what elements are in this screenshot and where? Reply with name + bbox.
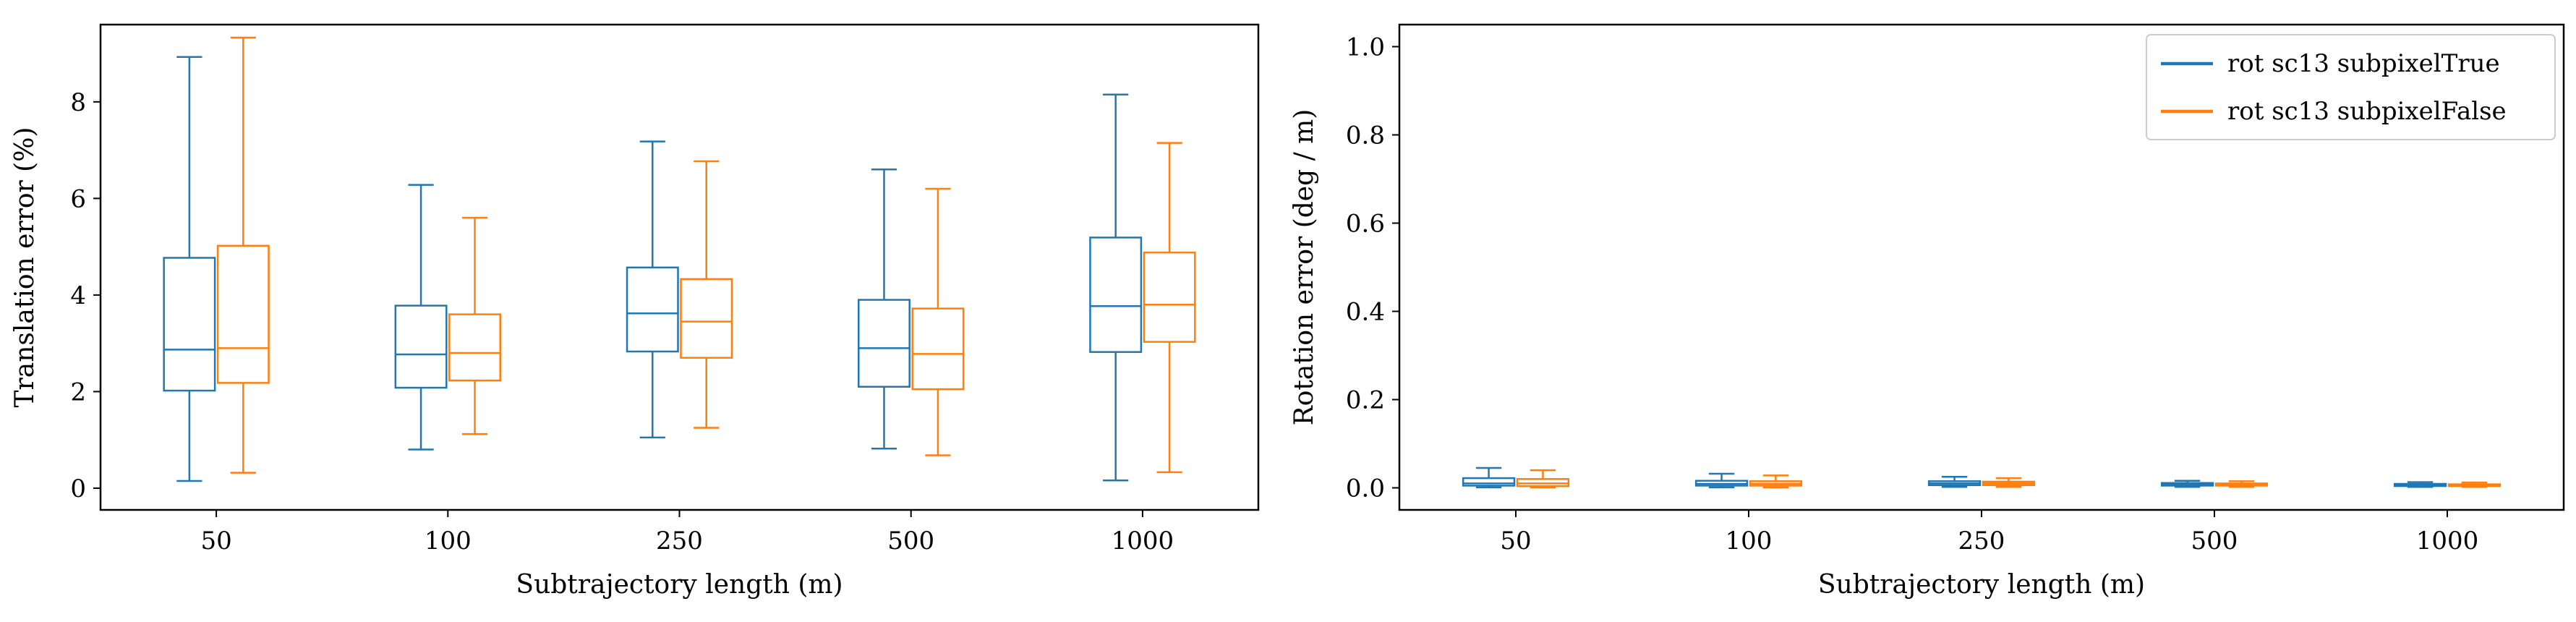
y-tick-label: 0 xyxy=(70,474,86,503)
x-tick-label: 1000 xyxy=(1112,527,1174,555)
box-iqr xyxy=(1462,477,1516,487)
y-tick-label: 0.8 xyxy=(1346,122,1385,150)
box-subpixel-true-50 xyxy=(1462,466,1516,489)
y-tick-label: 0.0 xyxy=(1346,474,1385,503)
box-iqr xyxy=(448,313,501,382)
box-subpixel-true-500 xyxy=(2160,480,2214,488)
box-subpixel-true-50 xyxy=(163,56,216,482)
box-iqr xyxy=(911,307,965,391)
x-tick-label: 500 xyxy=(2191,527,2238,555)
x-axis-label: Subtrajectory length (m) xyxy=(1818,570,2145,600)
box-subpixel-false-100 xyxy=(448,216,501,435)
legend-label: rot sc13 subpixelFalse xyxy=(2227,97,2507,126)
y-tick-label: 8 xyxy=(70,88,86,117)
box-subpixel-true-100 xyxy=(394,184,448,451)
x-axis-label: Subtrajectory length (m) xyxy=(516,570,843,600)
y-tick-label: 0.2 xyxy=(1346,386,1385,415)
y-axis-label: Translation error (%) xyxy=(10,127,40,408)
box-subpixel-true-500 xyxy=(858,169,910,450)
y-axis-label: Rotation error (deg / m) xyxy=(1289,109,1319,426)
box-subpixel-false-50 xyxy=(216,36,270,474)
x-tick-label: 100 xyxy=(1726,527,1773,555)
x-tick-label: 500 xyxy=(887,527,934,555)
box-subpixel-true-1000 xyxy=(1089,93,1143,482)
box-iqr xyxy=(626,266,679,353)
box-subpixel-false-250 xyxy=(680,160,733,429)
box-subpixel-true-1000 xyxy=(2393,481,2447,488)
rotation-error-panel: 0.0 0.2 0.4 0.6 0.8 1.0 50 100 250 500 1000 Subtraj… xyxy=(1289,23,2565,600)
y-tick-label: 2 xyxy=(70,378,86,406)
box-subpixel-true-250 xyxy=(626,140,679,439)
y-tick-label: 1.0 xyxy=(1346,33,1385,62)
box-subpixel-false-100 xyxy=(1749,474,1803,489)
box-iqr xyxy=(680,278,733,359)
box-subpixel-false-50 xyxy=(1516,469,1570,489)
y-tick-label: 4 xyxy=(70,281,86,310)
box-subpixel-false-250 xyxy=(1982,477,2036,488)
legend-label: rot sc13 subpixelTrue xyxy=(2227,49,2500,78)
axes-frame xyxy=(99,23,1260,511)
legend-box xyxy=(2146,34,2556,140)
x-tick-label: 100 xyxy=(425,527,472,555)
box-iqr xyxy=(858,299,910,388)
x-tick-label: 1000 xyxy=(2416,527,2479,555)
box-subpixel-false-1000 xyxy=(1143,142,1196,474)
x-tick-label: 50 xyxy=(200,527,231,555)
box-subpixel-false-500 xyxy=(2214,480,2269,488)
y-tick-label: 6 xyxy=(70,184,86,213)
box-iqr xyxy=(394,304,448,389)
box-subpixel-true-100 xyxy=(1694,472,1749,489)
y-tick-label: 0.6 xyxy=(1346,210,1385,239)
y-tick-label: 0.4 xyxy=(1346,298,1385,327)
legend: rot sc13 subpixelTrue rot sc13 subpixelFa… xyxy=(2146,34,2556,140)
x-tick-label: 250 xyxy=(656,527,703,555)
box-iqr xyxy=(1089,237,1143,353)
box-iqr xyxy=(1143,251,1196,343)
box-subpixel-false-500 xyxy=(911,187,965,456)
box-iqr xyxy=(163,257,216,392)
box-subpixel-false-1000 xyxy=(2447,481,2502,488)
box-subpixel-true-250 xyxy=(1927,476,1982,488)
x-tick-label: 50 xyxy=(1500,527,1531,555)
box-iqr xyxy=(216,244,270,384)
x-tick-label: 250 xyxy=(1958,527,2005,555)
translation-error-panel: 0 2 4 6 8 50 100 250 500 1000 Subtrajectory length… xyxy=(10,23,1260,600)
